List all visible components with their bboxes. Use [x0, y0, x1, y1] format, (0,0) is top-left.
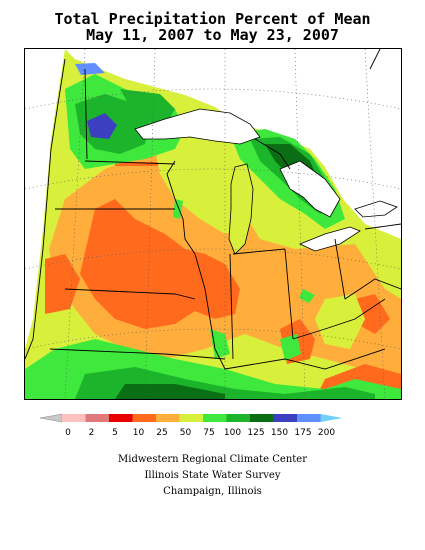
legend-tick-label: 125: [247, 428, 264, 438]
lake-huron: [279, 160, 341, 218]
map-title: Total Precipitation Percent of Mean: [54, 10, 371, 28]
moist-zone-east: [315, 294, 365, 349]
legend-swatch: [297, 414, 321, 422]
wet-zone-indiana: [210, 329, 230, 359]
dry-streak: [115, 162, 160, 166]
graticule: [25, 49, 401, 399]
lake-erie: [298, 226, 361, 252]
credit-location: Champaign, Illinois: [163, 486, 262, 497]
legend-tick-label: 75: [203, 428, 214, 438]
lake-superior: [134, 108, 261, 145]
legend-arrow-high: [320, 414, 343, 422]
legend-tick-label: 25: [156, 428, 167, 438]
legend-swatch: [156, 414, 180, 422]
legend-tick-label: 2: [89, 428, 95, 438]
dry-zone-iowa-illinois: [80, 199, 240, 329]
legend-tick-label: 10: [133, 428, 145, 438]
wet-zone-lake-michigan: [173, 199, 183, 219]
lake-ontario: [354, 200, 398, 218]
color-legend: 0 2 5 10 25 50 75 100 125 150 175 200: [0, 406, 425, 446]
map-date-range: May 11, 2007 to May 23, 2007: [86, 26, 339, 44]
legend-tick-label: 5: [112, 428, 118, 438]
very-wet-zone-south: [115, 384, 225, 399]
lake-michigan: [228, 163, 254, 255]
legend-tick-label: 50: [180, 428, 192, 438]
legend-swatch: [273, 414, 297, 422]
state-borders: [25, 49, 401, 370]
credit-center: Midwestern Regional Climate Center: [118, 454, 307, 465]
credit-survey: Illinois State Water Survey: [144, 470, 281, 481]
legend-swatch: [85, 414, 109, 422]
legend-swatch: [62, 414, 86, 422]
legend-arrow-low: [39, 413, 63, 423]
legend-swatch: [109, 414, 133, 422]
wetter-zone-north: [120, 89, 175, 127]
legend-swatch: [203, 414, 227, 422]
wet-zone-ohio: [299, 289, 315, 303]
wet-zone-kentucky: [280, 334, 301, 361]
no-data-region-north: [25, 49, 401, 239]
legend-swatch: [132, 414, 156, 422]
legend-swatch: [179, 414, 203, 422]
no-data-region-west: [25, 49, 65, 349]
legend-tick-label: 0: [65, 428, 71, 438]
dry-zone-east: [355, 294, 390, 334]
precipitation-map: [24, 48, 402, 400]
extreme-wet-zone-north: [75, 63, 105, 75]
legend-swatch: [226, 414, 250, 422]
extreme-wet-zone-northwest: [87, 113, 117, 139]
legend-tick-label: 175: [294, 428, 311, 438]
legend-tick-label: 100: [224, 428, 241, 438]
legend-tick-label: 150: [271, 428, 288, 438]
legend-swatch: [250, 414, 274, 422]
legend-tick-label: 200: [318, 428, 335, 438]
dry-zone-west: [45, 254, 80, 314]
